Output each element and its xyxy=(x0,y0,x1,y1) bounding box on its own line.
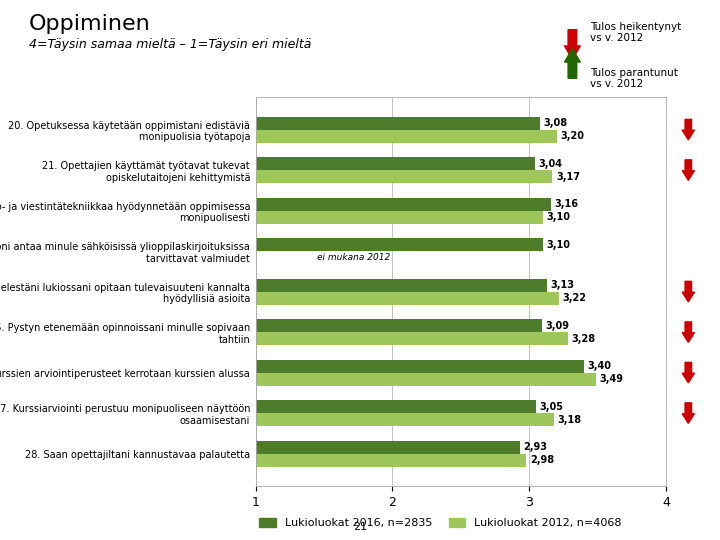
Text: 3,04: 3,04 xyxy=(538,159,562,168)
Bar xyxy=(256,332,567,345)
Bar xyxy=(256,157,535,170)
Text: 3,40: 3,40 xyxy=(588,361,611,371)
Text: 4=Täysin samaa mieltä – 1=Täysin eri mieltä: 4=Täysin samaa mieltä – 1=Täysin eri mie… xyxy=(29,38,311,51)
Text: Tulos parantunut
vs v. 2012: Tulos parantunut vs v. 2012 xyxy=(590,68,678,89)
Legend: Lukioluokat 2016, n=2835, Lukioluokat 2012, n=4068: Lukioluokat 2016, n=2835, Lukioluokat 20… xyxy=(254,514,626,533)
Bar xyxy=(256,238,543,251)
Text: 3,08: 3,08 xyxy=(544,118,567,128)
Bar xyxy=(256,279,547,292)
Bar xyxy=(256,441,520,454)
Text: 2,98: 2,98 xyxy=(530,455,554,465)
Text: 3,09: 3,09 xyxy=(545,321,569,330)
Bar xyxy=(256,454,526,467)
Text: 3,28: 3,28 xyxy=(571,334,595,343)
Bar xyxy=(256,211,543,224)
Text: 3,10: 3,10 xyxy=(546,212,570,222)
Bar xyxy=(256,117,540,130)
Text: 2,93: 2,93 xyxy=(523,442,547,452)
Text: 3,17: 3,17 xyxy=(556,172,580,181)
Text: 3,18: 3,18 xyxy=(557,415,581,424)
Bar xyxy=(256,130,557,143)
Text: 3,05: 3,05 xyxy=(539,402,564,411)
Bar xyxy=(256,198,551,211)
Bar xyxy=(256,373,596,386)
Text: 3,10: 3,10 xyxy=(546,240,570,249)
Text: 3,20: 3,20 xyxy=(560,131,584,141)
Text: 3,49: 3,49 xyxy=(600,374,624,384)
Bar xyxy=(256,400,536,413)
Bar xyxy=(256,292,559,305)
Text: ei mukana 2012: ei mukana 2012 xyxy=(317,253,390,262)
Text: 21: 21 xyxy=(353,522,367,532)
Text: 3,22: 3,22 xyxy=(563,293,587,303)
Bar xyxy=(256,170,552,183)
Bar xyxy=(256,319,541,332)
Text: 3,13: 3,13 xyxy=(550,280,575,290)
Text: 3,16: 3,16 xyxy=(554,199,578,209)
Bar xyxy=(256,413,554,426)
Text: Oppiminen: Oppiminen xyxy=(29,14,150,33)
Text: Tulos heikentynyt
vs v. 2012: Tulos heikentynyt vs v. 2012 xyxy=(590,22,682,43)
Bar xyxy=(256,360,584,373)
